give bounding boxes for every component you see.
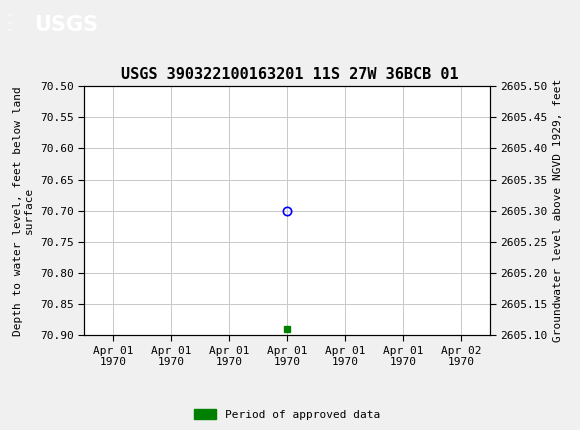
Text: USGS: USGS (34, 15, 97, 35)
Y-axis label: Groundwater level above NGVD 1929, feet: Groundwater level above NGVD 1929, feet (553, 79, 563, 342)
Text: ~
~
~: ~ ~ ~ (7, 11, 13, 37)
Text: USGS 390322100163201 11S 27W 36BCB 01: USGS 390322100163201 11S 27W 36BCB 01 (121, 67, 459, 82)
Legend: Period of approved data: Period of approved data (190, 405, 385, 424)
Y-axis label: Depth to water level, feet below land
surface: Depth to water level, feet below land su… (13, 86, 34, 335)
